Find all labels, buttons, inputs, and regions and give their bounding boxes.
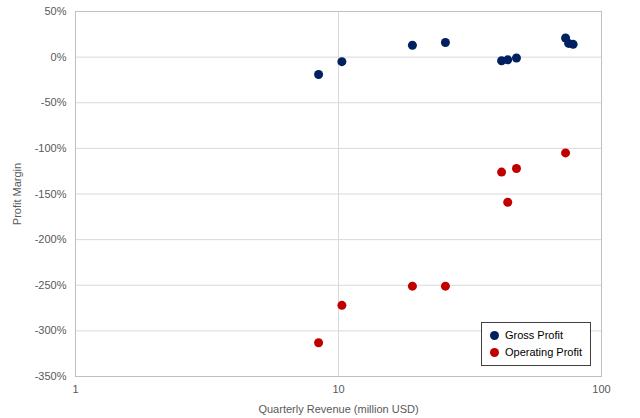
svg-text:50%: 50%: [44, 5, 66, 17]
svg-text:1: 1: [72, 383, 78, 395]
svg-text:10: 10: [332, 383, 344, 395]
svg-text:-50%: -50%: [41, 96, 67, 108]
svg-text:100: 100: [592, 383, 610, 395]
svg-text:Profit Margin: Profit Margin: [11, 163, 23, 225]
svg-text:-300%: -300%: [35, 324, 67, 336]
svg-text:-350%: -350%: [35, 370, 67, 382]
svg-text:Quarterly Revenue (million USD: Quarterly Revenue (million USD): [258, 403, 418, 415]
html-text:Operating Profit: Operating Profit: [505, 346, 582, 358]
svg-text:-150%: -150%: [35, 188, 67, 200]
svg-text:0%: 0%: [51, 51, 67, 63]
svg-text:-200%: -200%: [35, 233, 67, 245]
svg-text:-250%: -250%: [35, 279, 67, 291]
svg-text:-100%: -100%: [35, 142, 67, 154]
html-text:Gross Profit: Gross Profit: [505, 329, 563, 341]
